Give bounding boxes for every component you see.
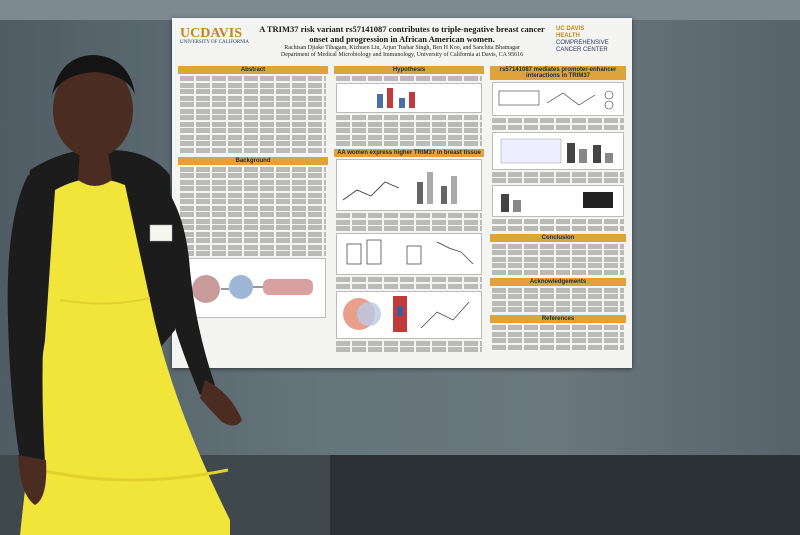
section-header-abstract: Abstract: [178, 66, 328, 74]
aa-women-chart-a: [342, 172, 457, 204]
aa-women-figure-c: [336, 290, 482, 339]
cancer-center-logo: UC DAVIS HEALTH COMPREHENSIVE CANCER CEN…: [556, 26, 609, 53]
aa-women-chart-c: [343, 295, 470, 332]
poster-title: A TRIM37 risk variant rs57141087 contrib…: [259, 24, 545, 44]
presenter-left-hand: [18, 455, 47, 505]
name-badge: [149, 224, 173, 242]
poster-column-right: rs57141087 mediates promoter-enhancer in…: [490, 66, 626, 351]
aa-women-figure-a: [336, 159, 482, 211]
poster-authors: Rachisan Djiake Tihagam, Kizhuen Liu, Ar…: [252, 45, 552, 59]
poster-department: Department of Medical Microbiology and I…: [280, 52, 524, 58]
aa-women-chart-b: [346, 239, 474, 265]
table-edge: [330, 455, 800, 535]
section-header-mediates: rs57141087 mediates promoter-enhancer in…: [490, 66, 626, 80]
mediates-figure-b: [492, 131, 624, 170]
ucdavis-logo-sub: UNIVERSITY OF CALIFORNIA: [180, 40, 249, 45]
aa-women-figure-b: [336, 233, 482, 275]
research-poster: UCDAVIS UNIVERSITY OF CALIFORNIA UC DAVI…: [172, 18, 632, 368]
section-header-conclusion: Conclusion: [490, 233, 626, 242]
presenter-face: [53, 62, 133, 158]
background-figure: [180, 258, 326, 318]
presenter-figure: [7, 55, 242, 535]
section-header-acknowledgements: Acknowledgements: [490, 277, 626, 286]
presenter-dress: [20, 178, 230, 535]
mediates-chart-b: [500, 138, 613, 163]
mediates-chart-a: [498, 90, 614, 110]
section-header-references: References: [490, 315, 626, 323]
mediates-figure-c: [492, 185, 624, 217]
section-header-aa-women: AA women express higher TRIM37 in breast…: [334, 149, 484, 157]
wall-top-band: [0, 0, 800, 20]
hypothesis-chart: [377, 88, 415, 108]
presenter-right-hand: [200, 380, 242, 426]
mediates-chart-c: [501, 192, 613, 212]
section-header-hypothesis: Hypothesis: [334, 66, 484, 74]
presenter-hair: [52, 55, 135, 95]
section-header-background: Background: [178, 156, 328, 165]
mediates-figure-a: [492, 82, 624, 116]
pathway-diagram: [192, 275, 313, 303]
hypothesis-figure: [336, 83, 482, 113]
presenter-left-sleeve: [7, 175, 55, 462]
poster-column-middle: Hypothesis AA women express higher TRIM3…: [334, 66, 484, 354]
poster-column-left: Abstract Background: [178, 66, 328, 320]
presenter-neck: [78, 150, 112, 186]
ucdavis-logo: UCDAVIS UNIVERSITY OF CALIFORNIA: [180, 26, 249, 45]
